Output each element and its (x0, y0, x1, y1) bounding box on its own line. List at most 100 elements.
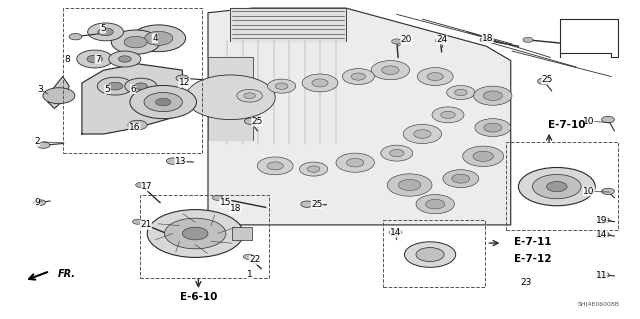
Circle shape (414, 130, 431, 138)
Circle shape (147, 210, 243, 257)
Circle shape (416, 248, 444, 262)
Circle shape (443, 170, 479, 188)
Circle shape (390, 150, 404, 157)
Circle shape (454, 89, 467, 96)
Text: 4: 4 (152, 34, 157, 43)
Text: 3: 3 (37, 85, 42, 94)
Circle shape (432, 107, 464, 123)
Circle shape (596, 272, 609, 278)
Text: 14: 14 (390, 228, 401, 237)
Circle shape (392, 39, 402, 44)
Circle shape (398, 179, 421, 191)
Circle shape (164, 218, 226, 249)
Text: 15: 15 (220, 198, 231, 207)
Circle shape (307, 166, 320, 172)
Circle shape (523, 37, 533, 42)
Circle shape (596, 217, 609, 223)
Circle shape (389, 229, 402, 235)
Circle shape (484, 123, 502, 132)
Circle shape (212, 195, 223, 200)
Circle shape (342, 69, 374, 85)
Circle shape (381, 66, 399, 74)
Circle shape (130, 85, 196, 119)
Circle shape (268, 79, 296, 93)
Text: 22: 22 (249, 256, 260, 264)
Circle shape (237, 89, 262, 102)
Circle shape (98, 28, 113, 36)
Circle shape (132, 25, 186, 52)
Circle shape (336, 153, 374, 172)
Text: E-7-11: E-7-11 (514, 237, 551, 247)
Circle shape (166, 158, 179, 164)
Polygon shape (208, 57, 253, 140)
Circle shape (532, 174, 581, 199)
Circle shape (463, 146, 504, 167)
Circle shape (347, 159, 364, 167)
Text: 24: 24 (436, 35, 447, 44)
Circle shape (145, 31, 173, 45)
Circle shape (441, 111, 455, 118)
Text: 6: 6 (131, 85, 136, 94)
Text: 5: 5 (105, 85, 110, 94)
Circle shape (427, 72, 444, 81)
Circle shape (381, 145, 413, 161)
Circle shape (257, 157, 293, 175)
Circle shape (480, 37, 490, 42)
Circle shape (243, 254, 253, 259)
Text: SHJ4E06008B: SHJ4E06008B (577, 302, 620, 307)
Circle shape (97, 77, 133, 95)
Text: 11: 11 (596, 271, 607, 280)
Circle shape (136, 182, 146, 188)
Text: E-6-10: E-6-10 (180, 292, 217, 302)
Circle shape (435, 38, 445, 43)
Text: 25: 25 (252, 117, 263, 126)
Bar (63, 8, 202, 153)
Circle shape (301, 201, 314, 207)
Circle shape (417, 68, 453, 85)
Text: 20: 20 (401, 35, 412, 44)
Circle shape (87, 55, 102, 63)
Circle shape (118, 56, 131, 62)
Text: 16: 16 (129, 123, 140, 132)
Text: 7: 7 (95, 55, 100, 63)
Text: 13: 13 (175, 157, 186, 166)
Circle shape (302, 74, 338, 92)
Text: E-7-10: E-7-10 (548, 120, 585, 130)
Circle shape (124, 36, 147, 48)
Circle shape (111, 30, 160, 54)
Circle shape (144, 93, 182, 112)
Circle shape (88, 23, 124, 41)
Bar (506, 142, 618, 230)
Circle shape (371, 61, 410, 80)
Polygon shape (208, 8, 511, 225)
Circle shape (267, 162, 284, 170)
Circle shape (134, 83, 147, 89)
Circle shape (518, 167, 595, 206)
Bar (383, 220, 485, 287)
Circle shape (176, 75, 189, 81)
Circle shape (132, 219, 143, 224)
Circle shape (43, 88, 75, 104)
Circle shape (244, 93, 255, 99)
Text: E-7-12: E-7-12 (514, 254, 551, 264)
Text: 8: 8 (65, 55, 70, 63)
Circle shape (351, 73, 365, 80)
Circle shape (403, 124, 442, 144)
Text: 10: 10 (583, 117, 595, 126)
Text: 25: 25 (311, 200, 323, 209)
Circle shape (547, 182, 567, 192)
Text: 14: 14 (596, 230, 607, 239)
Bar (232, 227, 252, 240)
Circle shape (69, 33, 82, 40)
Circle shape (300, 162, 328, 176)
Circle shape (473, 151, 493, 161)
Circle shape (37, 142, 50, 148)
Text: 2: 2 (35, 137, 40, 146)
Circle shape (108, 82, 123, 90)
Text: 18: 18 (482, 34, 493, 43)
Text: 19: 19 (596, 216, 607, 225)
Text: 18: 18 (230, 204, 241, 213)
Text: 17: 17 (141, 182, 153, 191)
Circle shape (483, 91, 502, 100)
Circle shape (109, 51, 141, 67)
